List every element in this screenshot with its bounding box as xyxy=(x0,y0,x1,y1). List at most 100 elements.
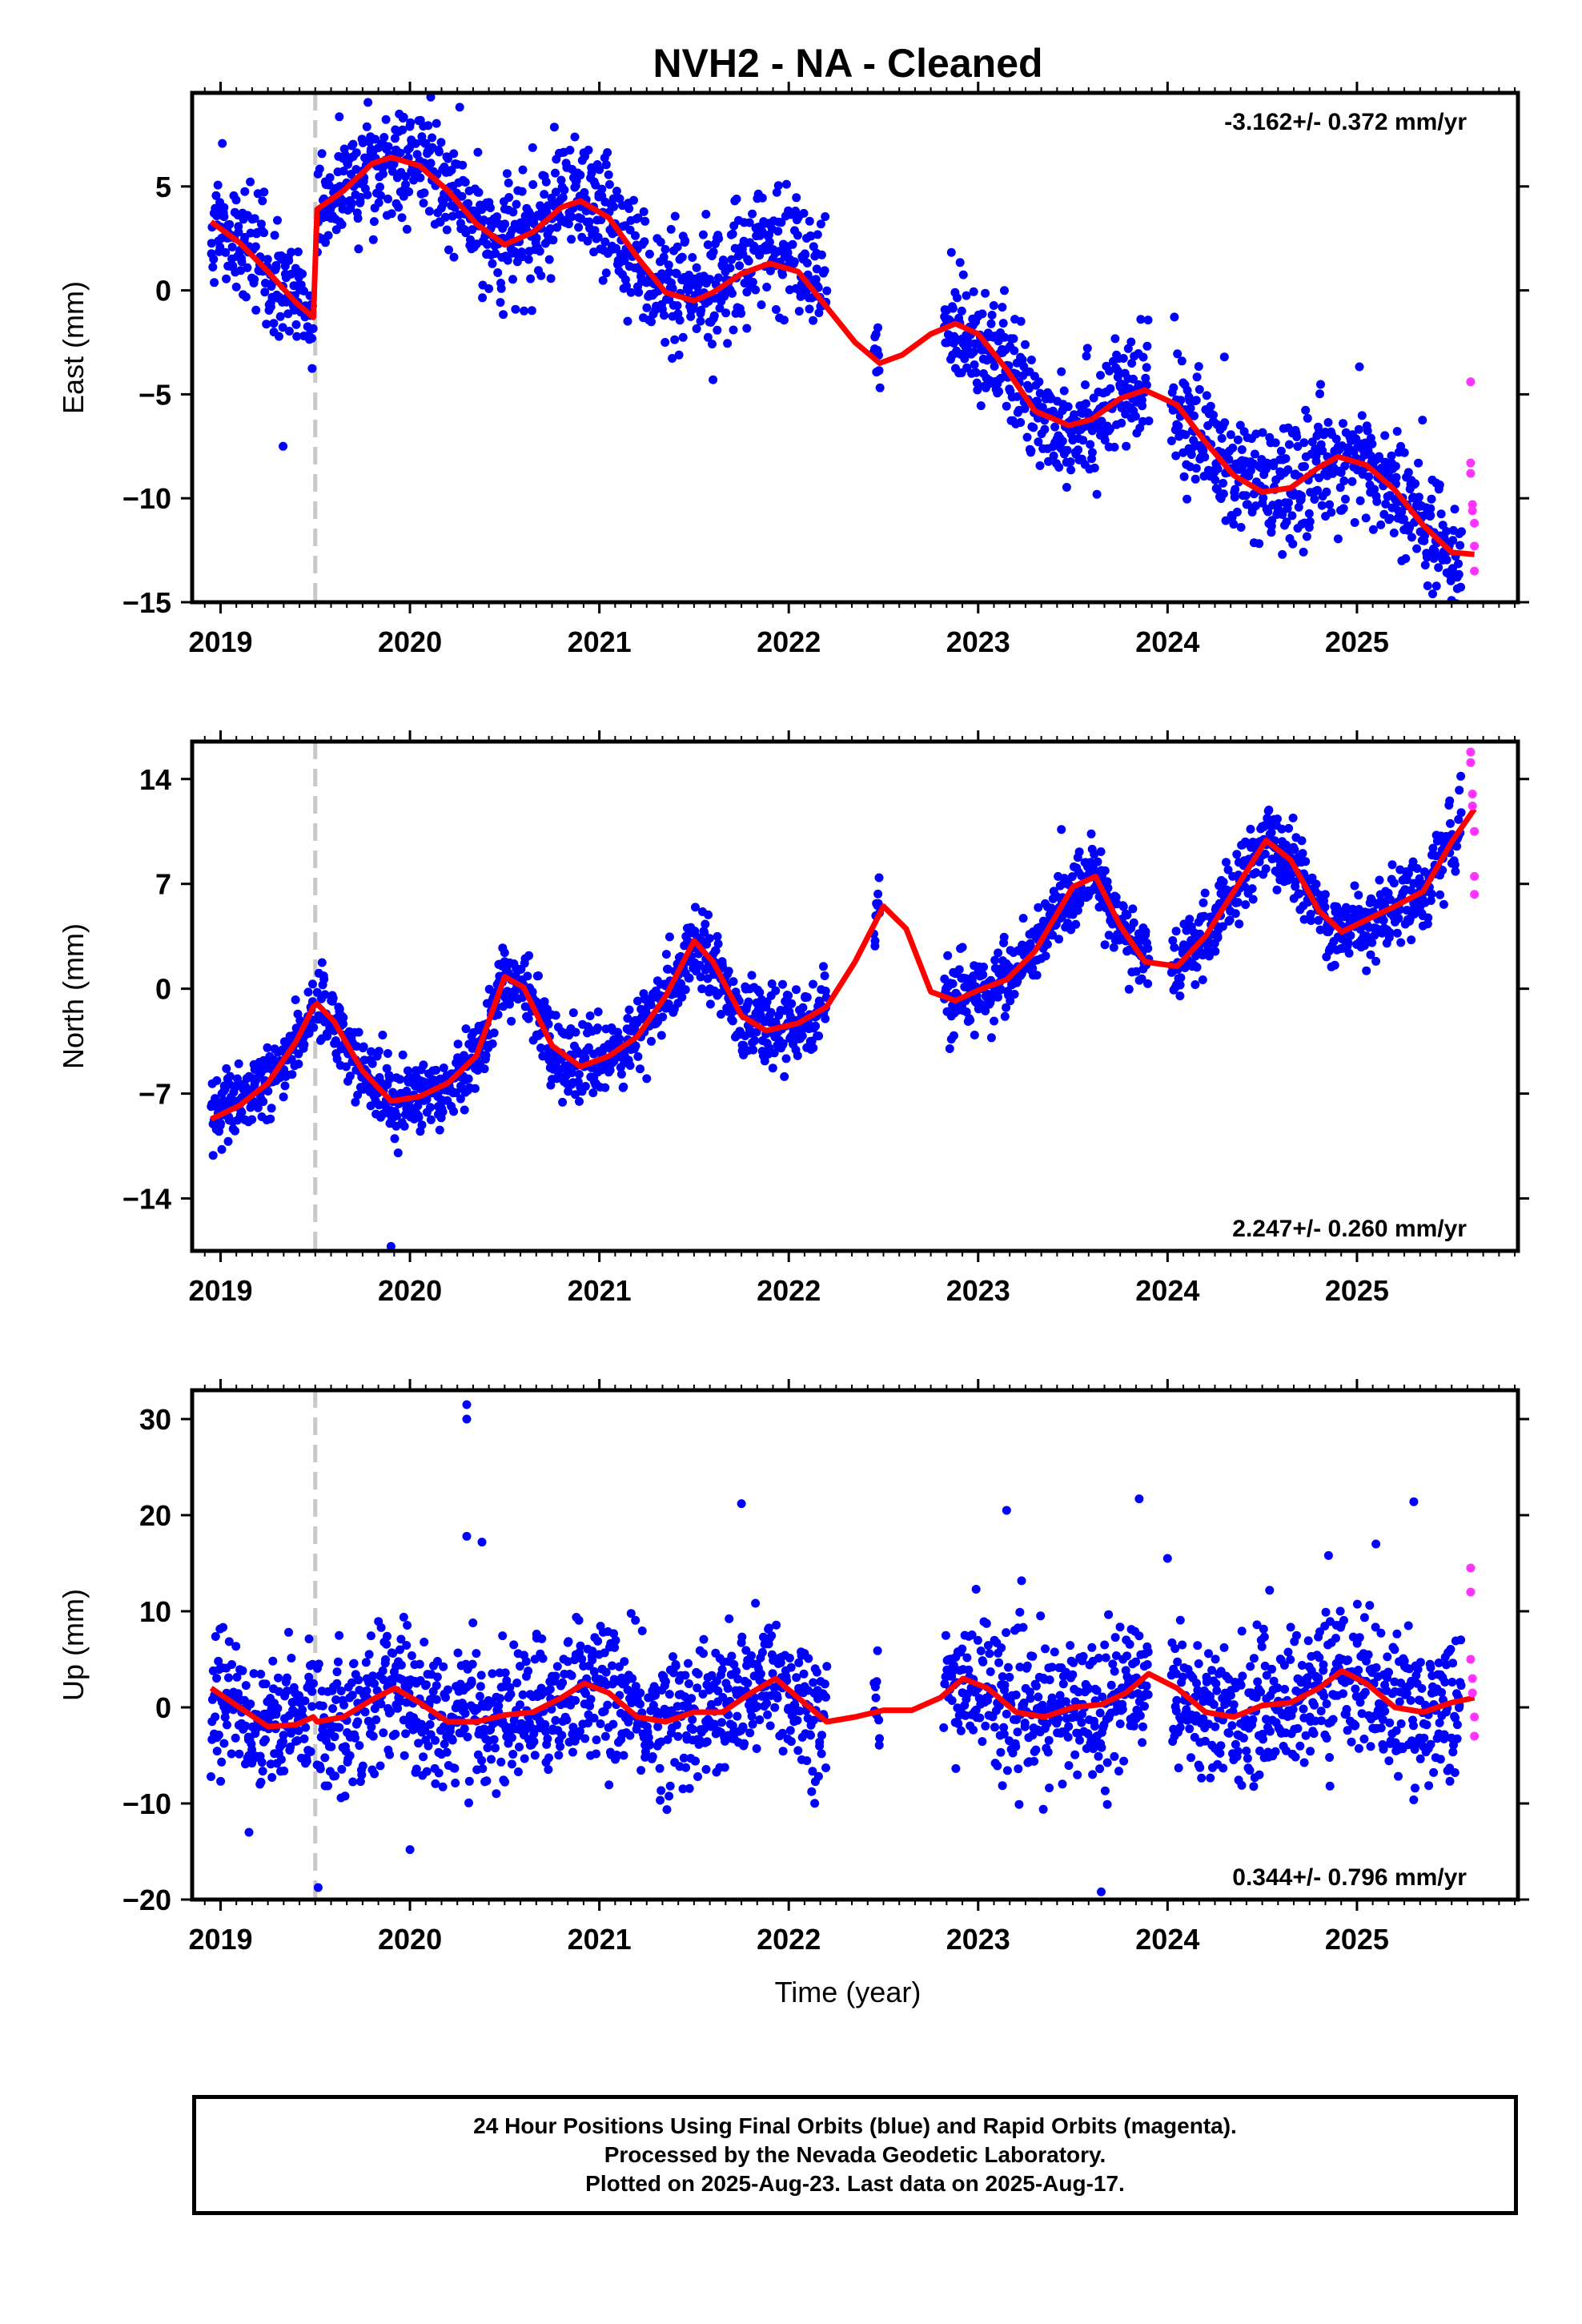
east-y-tick-label: −5 xyxy=(139,378,171,411)
east-point xyxy=(574,223,584,232)
east-point xyxy=(946,247,956,257)
north-point xyxy=(1367,938,1377,947)
east-point xyxy=(1304,509,1314,518)
east-point xyxy=(517,187,527,196)
up-point xyxy=(451,1779,460,1787)
east-point xyxy=(324,180,334,190)
east-point xyxy=(773,181,783,191)
north-point xyxy=(216,1119,225,1128)
up-point xyxy=(487,1755,496,1764)
north-point xyxy=(470,1084,480,1093)
up-point xyxy=(537,1634,547,1643)
east-point xyxy=(449,149,459,159)
north-point xyxy=(1450,860,1460,870)
north-point xyxy=(1403,869,1413,879)
east-point xyxy=(1231,485,1240,494)
east-point xyxy=(213,180,223,190)
up-point xyxy=(460,1709,470,1718)
east-point xyxy=(488,259,497,268)
north-point xyxy=(488,1039,497,1048)
north-point xyxy=(647,1036,656,1046)
east-point xyxy=(1213,464,1223,473)
up-point xyxy=(347,1691,357,1700)
east-point xyxy=(729,325,738,335)
east-rapid-point xyxy=(1466,458,1476,468)
up-point xyxy=(307,1687,317,1696)
east-point xyxy=(584,145,593,155)
up-point xyxy=(509,1640,519,1650)
north-point xyxy=(990,955,1000,965)
north-point xyxy=(1297,836,1307,846)
east-point xyxy=(493,268,503,277)
up-point xyxy=(367,1723,376,1731)
east-point xyxy=(502,169,512,179)
up-point xyxy=(241,1721,251,1731)
east-point xyxy=(1336,468,1346,477)
east-point xyxy=(1420,561,1430,570)
east-point xyxy=(969,287,978,296)
north-point xyxy=(625,1061,635,1070)
east-point xyxy=(751,285,761,295)
east-point xyxy=(1142,363,1151,372)
east-point xyxy=(347,199,357,208)
east-outlier-point xyxy=(709,375,718,384)
north-point xyxy=(728,1016,737,1026)
north-point xyxy=(385,1074,395,1084)
north-point xyxy=(697,984,707,994)
east-rapid-point xyxy=(1470,518,1480,528)
east-point xyxy=(590,226,600,235)
east-point xyxy=(532,233,541,243)
north-point xyxy=(1346,931,1355,940)
east-point xyxy=(321,238,330,247)
up-point xyxy=(608,1719,618,1729)
east-point xyxy=(362,122,371,131)
east-point xyxy=(1049,451,1058,460)
east-point xyxy=(1126,337,1136,347)
north-outlier-point xyxy=(1362,966,1371,975)
up-point xyxy=(419,1752,428,1762)
north-point xyxy=(766,1007,776,1017)
north-point xyxy=(958,943,967,952)
east-point xyxy=(1044,456,1053,466)
north-point xyxy=(760,1056,769,1066)
east-point xyxy=(387,209,396,219)
north-point xyxy=(1451,866,1460,876)
north-point xyxy=(263,1087,273,1096)
east-point xyxy=(363,190,372,199)
east-point xyxy=(1250,449,1259,459)
north-point xyxy=(1375,875,1384,885)
north-point xyxy=(419,1060,428,1070)
east-point xyxy=(816,219,825,229)
north-point xyxy=(320,990,330,999)
east-point xyxy=(556,175,566,185)
north-point xyxy=(615,1034,624,1043)
east-point xyxy=(744,256,753,266)
up-point xyxy=(576,1641,585,1651)
east-point xyxy=(1376,520,1386,529)
east-point xyxy=(1323,418,1333,427)
north-point xyxy=(309,1023,319,1032)
up-point xyxy=(513,1767,523,1776)
up-point xyxy=(360,1707,370,1717)
east-point xyxy=(1357,411,1367,420)
north-point xyxy=(1406,886,1415,895)
east-point xyxy=(633,213,643,223)
north-point xyxy=(966,1015,975,1025)
east-point xyxy=(634,287,644,297)
east-y-axis-label: East (mm) xyxy=(57,281,90,414)
east-point xyxy=(389,159,399,169)
east-point xyxy=(656,237,665,247)
north-point xyxy=(359,1042,368,1051)
east-point xyxy=(1034,437,1043,447)
east-point xyxy=(1274,499,1283,509)
up-point xyxy=(354,1675,363,1685)
up-point xyxy=(611,1635,620,1645)
east-point xyxy=(598,275,608,285)
north-point xyxy=(1286,870,1295,880)
up-point xyxy=(364,1650,374,1659)
east-point xyxy=(420,188,429,198)
east-point xyxy=(1287,511,1297,521)
east-point xyxy=(1255,539,1264,549)
east-point xyxy=(221,247,231,257)
east-point xyxy=(1302,532,1311,541)
